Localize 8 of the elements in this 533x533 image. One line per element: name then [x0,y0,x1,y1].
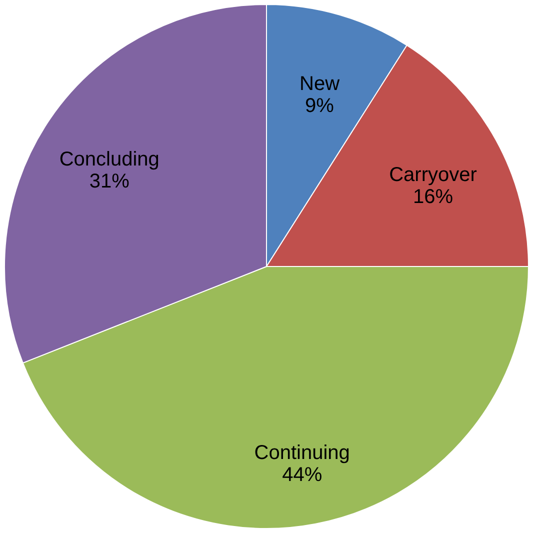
data-label: 44% [282,464,322,486]
slice-label: New [300,73,340,96]
data-label: 31% [89,170,130,193]
slice-label: Concluding [59,148,160,171]
data-label: 9% [305,95,334,118]
slice-label: Carryover [389,164,478,186]
data-label: 16% [412,186,454,208]
slice-label: Continuing [254,442,350,464]
